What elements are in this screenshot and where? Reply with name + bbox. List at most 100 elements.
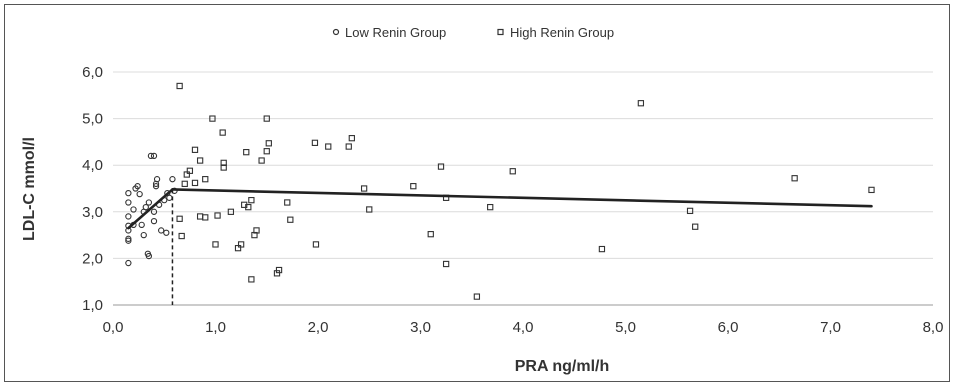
x-tick-label: 7,0 — [820, 319, 841, 336]
x-axis-title: PRA ng/ml/h — [515, 358, 610, 375]
x-tick-label: 0,0 — [103, 319, 124, 336]
high-renin-point — [868, 186, 875, 194]
high-renin-point — [181, 180, 188, 187]
low-renin-point — [136, 190, 143, 198]
low-renin-point — [140, 231, 147, 239]
x-tick-label: 6,0 — [718, 319, 739, 336]
low-renin-point — [153, 176, 161, 183]
high-renin-point — [509, 168, 516, 175]
high-renin-point — [442, 260, 450, 268]
low-renin-point — [125, 237, 132, 244]
high-renin-point — [263, 115, 270, 122]
regression-segment — [171, 188, 873, 208]
x-tick-label: 5,0 — [615, 319, 636, 336]
low-renin-point — [125, 259, 132, 267]
legend-label-low-renin: Low Renin Group — [345, 25, 446, 40]
gridlines — [113, 71, 933, 259]
low-renin-point — [138, 221, 145, 228]
low-renin-point — [125, 199, 132, 206]
y-tick-label: 3,0 — [82, 204, 103, 221]
high-renin-point — [237, 241, 245, 248]
high-renin-point — [598, 245, 606, 253]
high-renin-point — [312, 241, 320, 248]
high-renin-point — [191, 179, 199, 187]
y-tick-label: 1,0 — [82, 297, 103, 314]
high-renin-point — [360, 185, 368, 192]
high-renin-point — [209, 115, 216, 122]
high-renin-point — [186, 167, 194, 174]
high-renin-point — [253, 227, 260, 234]
high-renin-point — [284, 199, 291, 206]
y-axis-title: LDL-C mmol/l — [21, 137, 38, 241]
high-renin-point — [263, 148, 270, 155]
x-tick-label: 2,0 — [308, 319, 329, 336]
high-renin-point — [176, 82, 183, 90]
high-renin-point — [791, 175, 798, 182]
legend-marker-high-renin — [497, 28, 504, 36]
high-renin-point — [348, 135, 355, 142]
high-renin-point — [287, 216, 294, 223]
high-renin-point — [345, 143, 352, 150]
y-tick-label: 4,0 — [82, 157, 103, 174]
high-renin-point — [692, 223, 699, 230]
low-renin-point — [150, 152, 158, 160]
high-renin-point — [245, 203, 252, 211]
high-renin-point — [248, 197, 255, 204]
high-renin-point — [202, 214, 209, 221]
low-renin-point — [150, 208, 158, 215]
high-renin-point — [248, 276, 255, 283]
high-renin-point — [275, 266, 283, 274]
high-renin-point — [178, 232, 185, 240]
high-renin-point — [227, 208, 235, 215]
high-renin-point — [176, 215, 183, 222]
high-renin-point — [202, 176, 209, 183]
high-renin-point — [191, 146, 199, 153]
low-renin-point — [134, 183, 141, 190]
high-renin-point — [473, 293, 481, 300]
x-tick-label: 8,0 — [923, 319, 944, 336]
high-renin-point — [258, 157, 265, 164]
low-renin-point — [145, 252, 153, 260]
low-renin-point — [150, 217, 158, 225]
regression-segment — [127, 188, 174, 230]
x-tick-label: 3,0 — [410, 319, 431, 336]
high-renin-point — [366, 206, 373, 213]
legend: Low Renin Group High Renin Group — [332, 25, 614, 40]
low-renin-point — [125, 190, 132, 197]
high-renin-point — [410, 183, 417, 190]
legend-label-high-renin: High Renin Group — [510, 25, 614, 40]
high-renin-point — [220, 159, 227, 167]
low-renin-point — [125, 235, 132, 242]
legend-marker-low-renin — [332, 28, 340, 36]
chart-frame: Low Renin Group High Renin Group 1,0 2,0 3… — [4, 4, 950, 382]
y-tick-label: 2,0 — [82, 250, 103, 267]
high-renin-point — [487, 203, 494, 211]
high-renin-point — [427, 231, 434, 238]
low-renin-point — [166, 194, 173, 201]
low-renin-point — [158, 227, 165, 234]
high-renin-point — [437, 163, 445, 170]
high-renin-point — [212, 241, 219, 248]
high-renin-point — [265, 140, 272, 147]
high-renin-point — [219, 129, 226, 136]
low-renin-point — [142, 203, 149, 211]
high-renin-point — [243, 149, 250, 156]
low-renin-point — [130, 206, 137, 213]
low-renin-point — [152, 183, 160, 190]
high-renin-point — [214, 212, 221, 219]
high-renin-point — [325, 143, 332, 150]
regression-lines — [127, 188, 873, 305]
low-renin-point — [125, 213, 132, 220]
y-tick-label: 5,0 — [82, 111, 103, 128]
low-renin-point — [163, 229, 170, 236]
y-tick-label: 6,0 — [82, 64, 103, 81]
high-renin-point — [686, 207, 694, 215]
x-tick-label: 1,0 — [205, 319, 226, 336]
low-renin-point — [147, 152, 155, 160]
y-axis-ticks: 1,0 2,0 3,0 4,0 5,0 6,0 — [82, 64, 103, 314]
scatter-chart: Low Renin Group High Renin Group 1,0 2,0 3… — [21, 25, 944, 375]
low-renin-point — [145, 199, 153, 206]
x-axis-ticks: 0,0 1,0 2,0 3,0 4,0 5,0 6,0 7,0 8,0 — [103, 319, 944, 336]
high-renin-point — [196, 213, 204, 220]
high-renin-point — [637, 100, 645, 107]
